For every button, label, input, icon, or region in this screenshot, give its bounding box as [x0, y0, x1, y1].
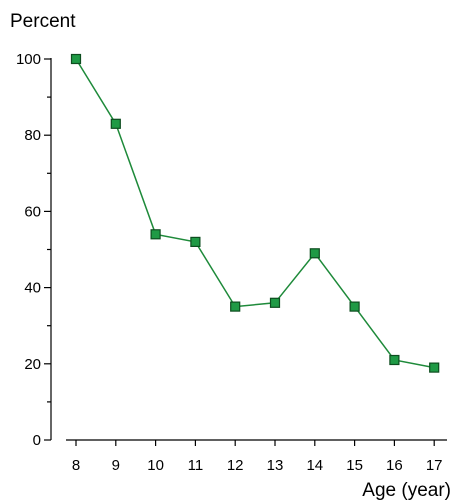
y-axis-title: Percent [10, 11, 76, 32]
y-tick-label: 0 [33, 432, 41, 449]
data-point [389, 354, 400, 366]
data-point [110, 118, 121, 129]
data-point [190, 236, 201, 247]
y-tick-label: 40 [24, 280, 41, 297]
x-tick-label: 11 [188, 457, 204, 474]
y-axis-ticks: 0 20 40 60 80 100 [16, 51, 51, 449]
y-tick-label: 20 [24, 356, 41, 373]
x-axis-ticks: 8 9 10 11 12 13 14 15 16 17 [72, 440, 443, 474]
y-tick-label: 60 [24, 203, 41, 220]
x-tick-label: 16 [386, 457, 403, 474]
y-tick-label: 100 [16, 51, 41, 68]
x-tick-label: 9 [112, 457, 120, 474]
data-point [70, 53, 82, 65]
x-tick-label: 15 [346, 457, 363, 474]
y-tick-label: 80 [24, 127, 41, 144]
x-axis-title: Age (year) [362, 480, 451, 501]
series-line [75, 58, 435, 369]
x-tick-label: 10 [147, 457, 164, 474]
data-point [230, 301, 241, 312]
data-point [309, 248, 320, 259]
data-point [429, 362, 440, 373]
x-tick-label: 14 [306, 457, 323, 474]
series-group [70, 53, 440, 373]
data-point [150, 229, 161, 240]
data-point [269, 297, 281, 308]
x-tick-label: 17 [426, 457, 443, 474]
x-tick-label: 12 [227, 457, 244, 474]
data-point [349, 301, 360, 312]
x-tick-label: 8 [72, 457, 80, 474]
x-tick-label: 13 [267, 457, 284, 474]
